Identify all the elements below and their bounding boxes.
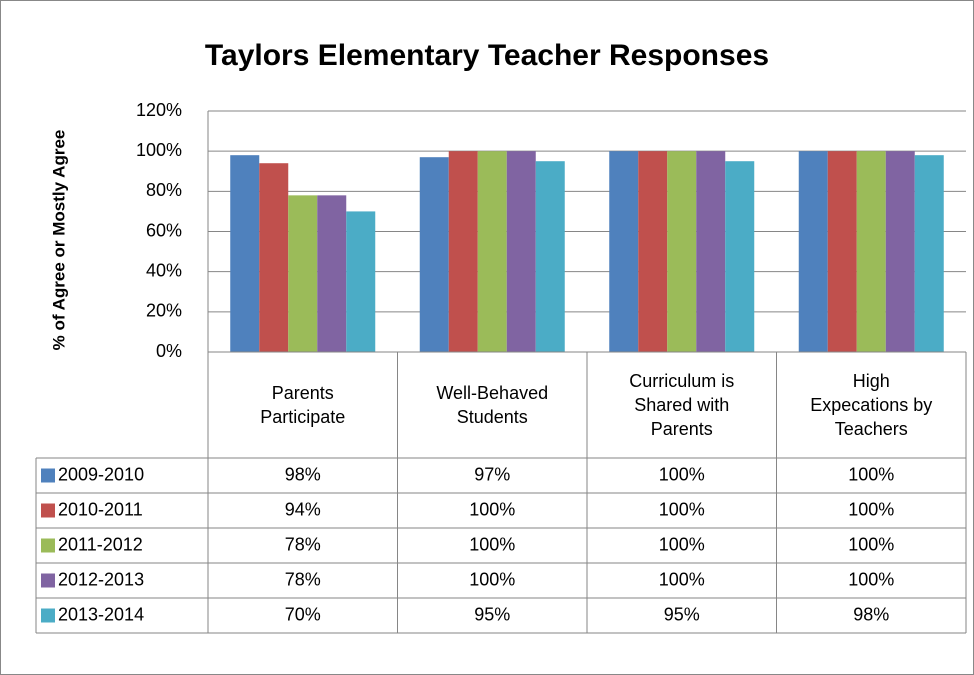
bar — [448, 151, 478, 352]
data-label: 100% — [659, 499, 705, 519]
legend-label: 2010-2011 — [58, 499, 143, 519]
x-tick-label: Curriculum is Shared with Parents — [587, 352, 777, 458]
bar — [667, 151, 697, 352]
bar — [535, 161, 565, 352]
bar — [725, 161, 755, 352]
bar — [477, 151, 507, 352]
bar — [230, 155, 260, 352]
y-tick-label: 0% — [156, 341, 182, 361]
bar — [885, 151, 915, 352]
y-tick-label: 120% — [136, 100, 182, 120]
y-tick-label: 20% — [146, 301, 182, 321]
x-tick-label: Well-Behaved Students — [398, 352, 588, 458]
data-label: 100% — [848, 569, 894, 589]
y-tick-label: 100% — [136, 140, 182, 160]
y-axis-label: % of Agree or Mostly Agree — [49, 130, 68, 351]
category-text: Curriculum is Shared with Parents — [629, 371, 735, 439]
legend-label: 2013-2014 — [58, 604, 144, 624]
legend-label: 2009-2010 — [58, 464, 144, 484]
bar — [638, 151, 668, 352]
bar — [506, 151, 536, 352]
data-label: 100% — [848, 464, 894, 484]
legend-key — [41, 608, 55, 623]
category-text: High Expecations by Teachers — [810, 371, 933, 439]
bar — [914, 155, 944, 352]
chart-title: Taylors Elementary Teacher Responses — [205, 39, 769, 72]
x-tick-label: Parents Participate — [208, 352, 398, 458]
data-label: 100% — [469, 499, 515, 519]
y-tick-label: 60% — [146, 220, 182, 240]
data-label: 95% — [664, 604, 700, 624]
bar — [346, 211, 376, 352]
bar — [798, 151, 828, 352]
category-text: Parents Participate — [260, 383, 346, 427]
data-label: 100% — [848, 499, 894, 519]
legend-key — [41, 573, 55, 588]
bar — [827, 151, 857, 352]
y-tick-label: 80% — [146, 180, 182, 200]
bar — [696, 151, 726, 352]
data-label: 100% — [659, 569, 705, 589]
data-label: 95% — [474, 604, 510, 624]
data-label: 100% — [659, 464, 705, 484]
legend-key — [41, 468, 55, 483]
y-tick-label: 40% — [146, 260, 182, 280]
bar — [856, 151, 886, 352]
data-label: 78% — [285, 569, 321, 589]
data-label: 78% — [285, 534, 321, 554]
data-label: 100% — [659, 534, 705, 554]
data-label: 70% — [285, 604, 321, 624]
legend-label: 2011-2012 — [58, 534, 143, 554]
x-tick-label: High Expecations by Teachers — [777, 352, 967, 458]
data-label: 97% — [474, 464, 510, 484]
bar — [259, 163, 289, 352]
data-label: 98% — [853, 604, 889, 624]
data-label: 94% — [285, 499, 321, 519]
bar — [609, 151, 639, 352]
category-text: Well-Behaved Students — [436, 383, 549, 427]
data-label: 98% — [285, 464, 321, 484]
legend-key — [41, 503, 55, 518]
legend-key — [41, 538, 55, 553]
bar — [317, 195, 347, 352]
legend-label: 2012-2013 — [58, 569, 144, 589]
bar — [288, 195, 318, 352]
data-label: 100% — [469, 534, 515, 554]
data-label: 100% — [848, 534, 894, 554]
data-label: 100% — [469, 569, 515, 589]
bar — [419, 157, 449, 352]
